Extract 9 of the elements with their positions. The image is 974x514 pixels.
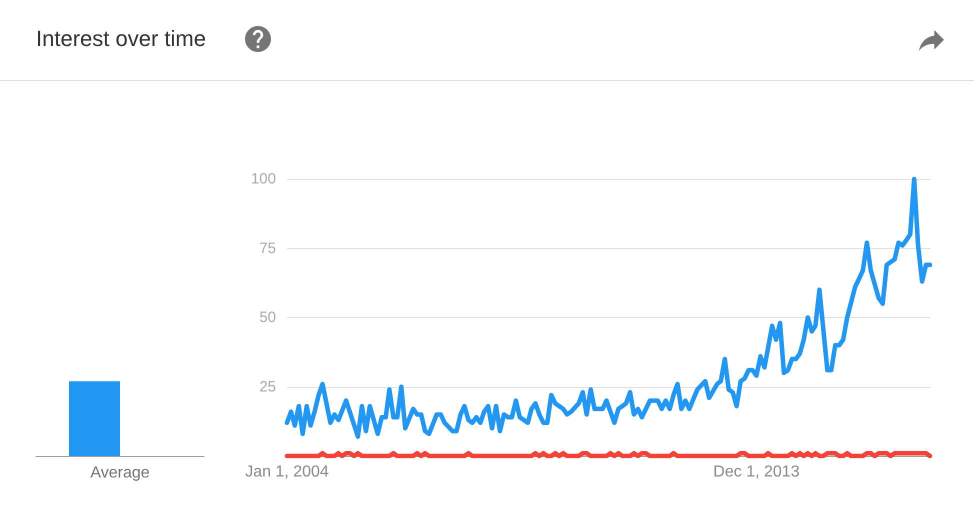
y-tick-label: 50 bbox=[259, 309, 276, 326]
y-tick-label: 75 bbox=[259, 240, 276, 257]
y-tick-label: 25 bbox=[259, 378, 276, 396]
y-tick-label: 100 bbox=[250, 170, 276, 188]
x-tick-label: Dec 1, 2013 bbox=[713, 464, 800, 480]
x-tick-label: Average bbox=[90, 464, 150, 482]
chart-title: Interest over time bbox=[36, 25, 206, 53]
line-series bbox=[284, 176, 932, 439]
x-tick-label: Jan 1, 2004 bbox=[245, 464, 329, 480]
